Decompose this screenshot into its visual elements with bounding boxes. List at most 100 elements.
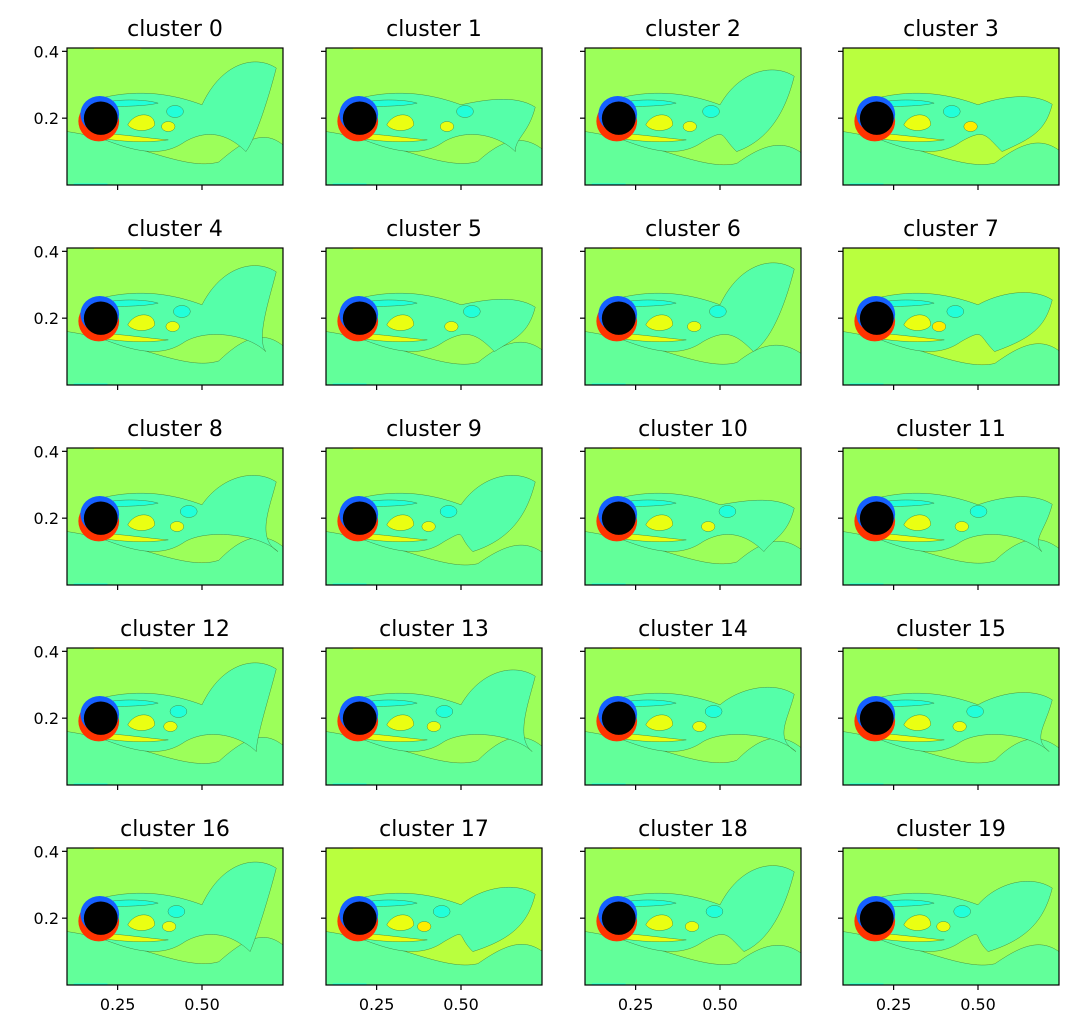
cylinder-obstacle	[83, 301, 118, 335]
downstream-cyan-vortex	[953, 905, 971, 918]
downstream-yellow-vortex	[936, 921, 951, 932]
lower-vortex-streak	[359, 532, 428, 542]
contour-field	[326, 448, 542, 585]
lower-vortex-streak	[100, 932, 169, 942]
panel-title: cluster 19	[896, 817, 1006, 842]
panel-title: cluster 0	[127, 17, 223, 42]
cylinder-obstacle	[601, 701, 636, 735]
contour-field	[843, 48, 1059, 185]
top-wall-strip	[353, 648, 401, 650]
downstream-yellow-vortex	[701, 521, 716, 532]
near-wake-yellow-blob	[127, 514, 156, 531]
panel-16: cluster 16 0.2 0.4 0.25 0.50	[34, 817, 284, 1014]
contour-field	[585, 848, 801, 985]
panel-15: cluster 15	[838, 617, 1060, 790]
axes-frame	[842, 647, 1060, 786]
contour-field	[67, 848, 283, 985]
y-tick-label: 0.4	[34, 442, 59, 461]
cylinder-obstacle	[83, 701, 118, 735]
near-wake-yellow-blob	[645, 514, 674, 531]
bottom-wall-strip	[849, 583, 884, 585]
y-tick-label: 0.4	[34, 842, 59, 861]
near-wake-yellow-blob	[127, 314, 156, 331]
panel-7: cluster 7	[838, 217, 1060, 390]
contour-field	[585, 48, 801, 185]
contour-field	[67, 248, 283, 385]
axes-frame	[842, 447, 1060, 586]
near-wake-yellow-blob	[645, 714, 674, 731]
top-wall-strip	[94, 448, 142, 450]
axes-frame	[842, 47, 1060, 186]
cylinder-obstacle	[342, 701, 377, 735]
panel-14: cluster 14	[580, 617, 802, 790]
axes-frame	[325, 847, 543, 986]
near-wake-yellow-blob	[386, 314, 415, 331]
axes-frame	[584, 447, 802, 586]
lower-vortex-streak	[359, 132, 428, 142]
cylinder-obstacle	[342, 101, 377, 135]
downstream-cyan-vortex	[969, 505, 988, 518]
lower-vortex-streak	[618, 532, 687, 542]
axes-frame	[325, 647, 543, 786]
y-tick-label: 0.2	[34, 309, 59, 328]
panel-title: cluster 12	[120, 617, 230, 642]
cylinder-obstacle	[342, 301, 377, 335]
near-wake-yellow-blob	[127, 714, 156, 731]
axes-frame	[325, 247, 543, 386]
downstream-cyan-vortex	[173, 305, 191, 318]
panel-19: cluster 19 0.25 0.50	[838, 817, 1060, 1014]
x-tick-label: 0.25	[100, 995, 136, 1014]
near-wake-yellow-blob	[127, 914, 156, 931]
panel-title: cluster 2	[645, 17, 741, 42]
bottom-wall-strip	[73, 583, 108, 585]
bottom-wall-strip	[332, 583, 367, 585]
lower-vortex-streak	[618, 932, 687, 942]
top-wall-strip	[870, 448, 918, 450]
bottom-wall-strip	[591, 183, 626, 185]
panel-11: cluster 11	[838, 417, 1060, 590]
cylinder-obstacle	[859, 301, 894, 335]
downstream-cyan-vortex	[709, 305, 727, 318]
downstream-yellow-vortex	[444, 321, 459, 332]
axes-frame	[584, 847, 802, 986]
y-tick-label: 0.4	[34, 242, 59, 261]
cylinder-obstacle	[859, 501, 894, 535]
wake-band	[876, 292, 1053, 352]
panel-title: cluster 15	[896, 617, 1006, 642]
panel-title: cluster 17	[379, 817, 489, 842]
wake-band	[876, 92, 1053, 152]
x-tick-label: 0.25	[618, 995, 654, 1014]
top-wall-strip	[612, 248, 660, 250]
panel-1: cluster 1	[321, 17, 543, 190]
lower-vortex-streak	[876, 332, 945, 342]
panel-18: cluster 18 0.25 0.50	[580, 817, 802, 1014]
near-wake-yellow-blob	[127, 114, 156, 131]
downstream-yellow-vortex	[963, 121, 978, 132]
downstream-cyan-vortex	[435, 705, 454, 718]
near-wake-yellow-blob	[386, 514, 415, 531]
downstream-cyan-vortex	[166, 105, 184, 118]
downstream-yellow-vortex	[163, 721, 178, 732]
panel-3: cluster 3	[838, 17, 1060, 190]
axes-frame	[325, 447, 543, 586]
downstream-cyan-vortex	[169, 705, 188, 718]
bottom-wall-strip	[332, 183, 367, 185]
axes-frame	[325, 47, 543, 186]
near-wake-yellow-blob	[386, 114, 415, 131]
panel-title: cluster 1	[386, 17, 482, 42]
downstream-yellow-vortex	[417, 921, 432, 932]
panel-title: cluster 6	[645, 217, 741, 242]
downstream-cyan-vortex	[433, 905, 451, 918]
downstream-yellow-vortex	[954, 521, 969, 532]
panel-2: cluster 2	[580, 17, 802, 190]
top-wall-strip	[94, 848, 142, 850]
cylinder-obstacle	[342, 901, 377, 935]
cylinder-obstacle	[601, 301, 636, 335]
axes-frame	[584, 647, 802, 786]
near-wake-yellow-blob	[903, 114, 932, 131]
contour-field	[326, 848, 542, 985]
bottom-wall-strip	[849, 383, 884, 385]
bottom-wall-strip	[73, 183, 108, 185]
panel-17: cluster 17 0.25 0.50	[321, 817, 543, 1014]
